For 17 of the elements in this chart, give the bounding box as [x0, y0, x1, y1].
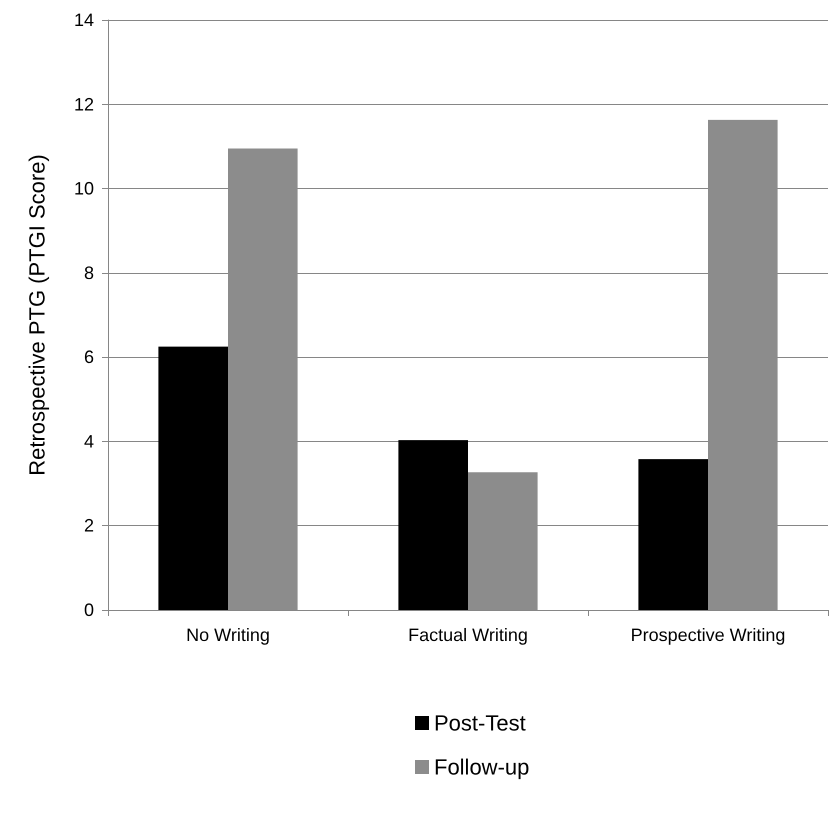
x-tick-label: Factual Writing [408, 625, 528, 645]
legend-label: Follow-up [434, 754, 530, 780]
bar [638, 459, 708, 610]
bar [158, 346, 228, 610]
bar [398, 440, 468, 610]
y-tick-label: 14 [74, 10, 94, 30]
legend-label: Post-Test [434, 710, 526, 736]
y-axis-title: Retrospective PTG (PTGI Score) [24, 154, 50, 476]
y-tick-label: 4 [84, 431, 94, 452]
y-tick-label: 8 [84, 262, 94, 283]
x-tick-label: No Writing [186, 625, 270, 645]
y-tick-label: 0 [84, 600, 94, 620]
x-tick-label: Prospective Writing [630, 625, 786, 645]
y-tick-label: 6 [84, 347, 94, 368]
y-tick-label: 10 [74, 178, 94, 199]
y-tick-label: 2 [84, 516, 94, 536]
y-tick-label: 12 [74, 94, 94, 114]
